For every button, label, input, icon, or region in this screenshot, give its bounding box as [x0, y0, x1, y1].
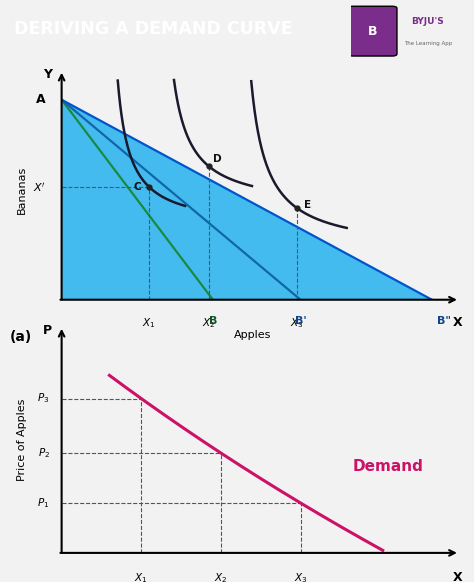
- Text: $X_2$: $X_2$: [214, 571, 228, 582]
- Polygon shape: [62, 100, 213, 300]
- Text: B': B': [295, 316, 306, 326]
- FancyBboxPatch shape: [348, 6, 397, 56]
- Text: $P_2$: $P_2$: [37, 446, 50, 460]
- Text: $P_1$: $P_1$: [37, 496, 50, 510]
- Text: B": B": [437, 316, 451, 326]
- Text: E: E: [304, 200, 311, 211]
- Text: $X_1$: $X_1$: [143, 316, 156, 329]
- Text: B: B: [209, 316, 217, 326]
- Text: The Learning App: The Learning App: [404, 41, 452, 45]
- Text: C: C: [133, 182, 141, 192]
- Text: DERIVING A DEMAND CURVE: DERIVING A DEMAND CURVE: [14, 20, 293, 38]
- Text: A: A: [36, 93, 46, 107]
- Text: Demand: Demand: [352, 459, 423, 474]
- Text: X: X: [453, 316, 463, 329]
- Polygon shape: [62, 100, 432, 300]
- Text: Bananas: Bananas: [17, 165, 27, 214]
- Text: Y: Y: [43, 68, 52, 81]
- Text: $X'$: $X'$: [33, 180, 46, 194]
- Text: $P_3$: $P_3$: [37, 392, 50, 406]
- Text: (a): (a): [10, 329, 32, 343]
- Polygon shape: [62, 100, 301, 300]
- Text: $X_1$: $X_1$: [135, 571, 148, 582]
- Text: P: P: [43, 324, 52, 337]
- Text: $X_3$: $X_3$: [294, 571, 307, 582]
- Text: Apples: Apples: [234, 329, 272, 340]
- Text: $X_3$: $X_3$: [290, 316, 303, 329]
- Text: Price of Apples: Price of Apples: [17, 398, 27, 481]
- Text: D: D: [213, 154, 221, 165]
- Text: BYJU'S: BYJU'S: [411, 17, 444, 26]
- Text: X: X: [453, 571, 463, 582]
- Text: B: B: [368, 24, 377, 38]
- Text: $X_2$: $X_2$: [202, 316, 216, 329]
